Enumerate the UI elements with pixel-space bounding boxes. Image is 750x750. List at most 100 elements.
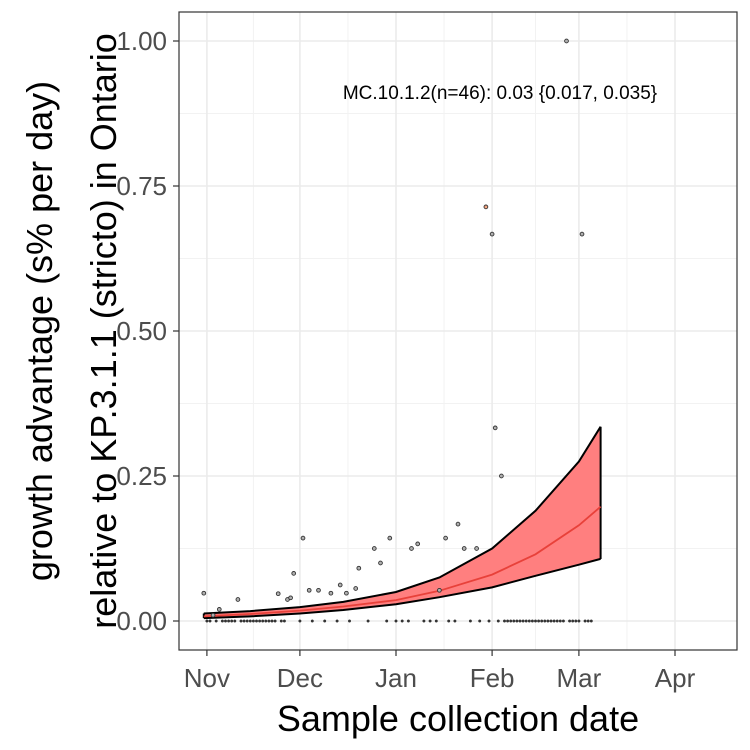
growth-annotation: MC.10.1.2(n=46): 0.03 {0.017, 0.035} [343, 83, 657, 104]
data-point [558, 619, 562, 623]
data-point [242, 619, 246, 623]
data-point [461, 546, 467, 551]
grid-lines [179, 12, 737, 650]
data-point [210, 612, 216, 618]
data-point [261, 619, 265, 623]
data-point [251, 619, 255, 623]
data-point [530, 619, 534, 623]
data-point [282, 619, 286, 623]
data-point [235, 597, 241, 602]
data-point [496, 619, 500, 623]
data-point [275, 591, 281, 597]
data-point [506, 619, 510, 623]
data-point [220, 619, 224, 623]
data-point [406, 619, 410, 623]
data-point [337, 582, 343, 588]
data-point [316, 587, 321, 593]
y-tick-label: 0.00 [116, 606, 167, 636]
data-point [515, 619, 519, 623]
data-point [422, 619, 426, 623]
data-point [279, 619, 283, 623]
upper-bound-line [203, 426, 602, 615]
data-point [574, 619, 578, 623]
data-point [524, 619, 528, 623]
data-point [564, 38, 569, 44]
data-point [239, 619, 243, 623]
y-tick-label: 0.50 [116, 316, 167, 346]
data-point [344, 590, 349, 596]
data-point [378, 560, 383, 566]
data-point [589, 619, 593, 623]
data-point [499, 473, 504, 479]
data-point [561, 619, 565, 623]
data-point [489, 231, 495, 237]
data-point [353, 586, 359, 591]
y-axis-title-line-2: relative to KP.3.1.1 (stricto) in Ontari… [83, 33, 124, 629]
data-point [273, 619, 277, 623]
data-point [216, 607, 222, 612]
data-point [437, 587, 442, 593]
data-point [549, 619, 553, 623]
data-point [583, 619, 587, 623]
data-point [258, 619, 262, 623]
fit-line [203, 506, 602, 618]
y-tick-label: 0.25 [116, 461, 167, 491]
data-point [267, 619, 271, 623]
y-tick-label: 1.00 [116, 26, 167, 56]
data-point [223, 619, 227, 623]
data-point [571, 619, 575, 623]
data-point [521, 619, 525, 623]
data-point [208, 619, 212, 623]
data-point [291, 571, 297, 576]
data-point [348, 619, 352, 623]
x-axis-title: Sample collection date [277, 698, 639, 739]
data-point [288, 595, 293, 601]
data-point [537, 619, 541, 623]
data-point [568, 619, 572, 623]
x-axis-ticks: Nov Dec Jan Feb Mar Apr [184, 650, 696, 693]
x-tick-label: Dec [277, 663, 323, 693]
data-point [371, 546, 377, 551]
data-point [356, 565, 362, 571]
data-point [512, 619, 516, 623]
data-point [248, 619, 252, 623]
lower-bound-line [203, 557, 601, 620]
data-point [527, 619, 531, 623]
data-point [434, 619, 438, 623]
data-point [298, 619, 302, 623]
data-point [400, 619, 404, 623]
data-point [245, 619, 249, 623]
y-axis-ticks: 0.00 0.25 0.50 0.75 1.00 [116, 26, 179, 636]
data-point [453, 619, 457, 623]
data-point [300, 535, 306, 541]
x-tick-label: Nov [184, 663, 230, 693]
data-point [577, 619, 581, 623]
data-point [540, 619, 544, 623]
data-point [492, 425, 498, 431]
data-point [487, 619, 491, 623]
fit-line-group [203, 506, 602, 618]
data-points [201, 38, 593, 623]
data-point [227, 619, 231, 623]
data-point [254, 619, 258, 623]
data-point [555, 619, 559, 623]
data-point [579, 231, 585, 237]
data-point [447, 619, 451, 623]
data-point [394, 619, 398, 623]
data-point [546, 619, 550, 623]
data-point [509, 619, 513, 623]
data-point [478, 619, 482, 623]
data-point [474, 546, 479, 551]
data-point [387, 535, 393, 541]
data-point [415, 541, 421, 547]
data-point [230, 619, 234, 623]
data-point [443, 535, 448, 541]
data-point [306, 587, 312, 593]
y-axis-title-line-1: growth advantage (s% per day) [19, 81, 60, 581]
y-tick-label: 0.75 [116, 171, 167, 201]
data-point [518, 619, 522, 623]
data-point [552, 619, 556, 623]
data-point [201, 590, 207, 596]
data-point [428, 619, 432, 623]
